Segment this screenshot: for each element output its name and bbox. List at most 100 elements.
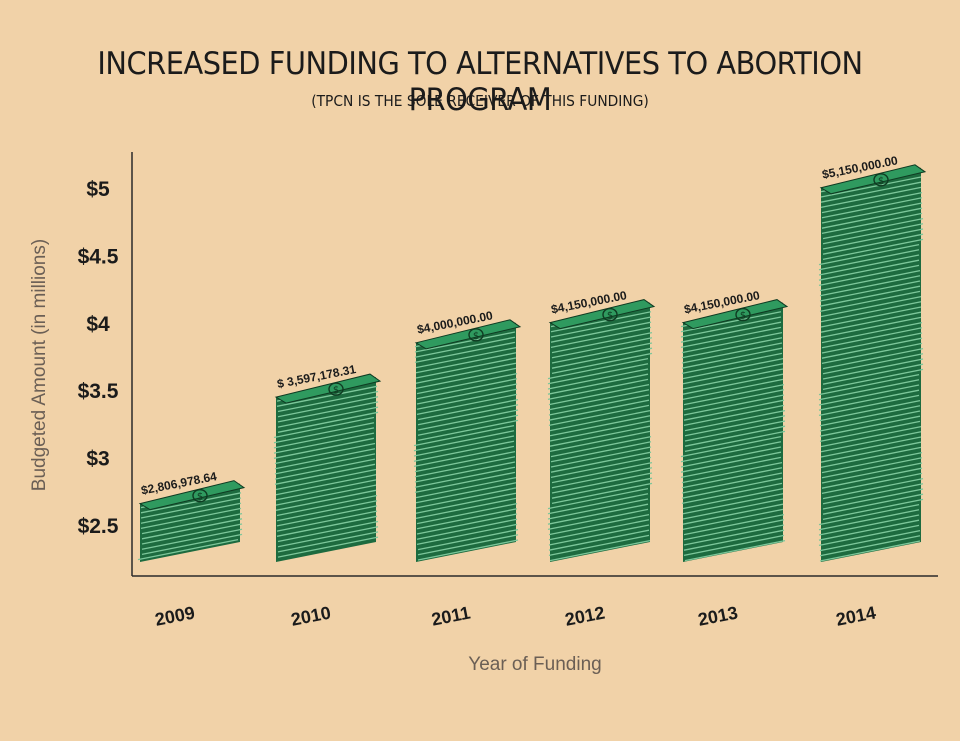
bill-edge	[549, 539, 651, 562]
bill-edge	[818, 249, 920, 271]
bill-edge	[548, 399, 650, 421]
bill-edge	[277, 520, 379, 543]
bill-edge	[415, 476, 517, 499]
bill-edge	[822, 488, 924, 510]
bill-edge	[682, 498, 784, 520]
bill-edge	[416, 383, 518, 405]
bill-edge	[818, 254, 920, 276]
bill-edge	[683, 394, 785, 416]
bill-edge	[141, 523, 243, 545]
bill-edge	[274, 463, 376, 485]
bill-edge	[417, 539, 519, 561]
bill-edge	[140, 502, 242, 524]
bill-edge	[822, 223, 924, 245]
dollar-icon-ring	[873, 173, 889, 187]
bill-edge	[551, 477, 653, 499]
bill-edge	[818, 389, 920, 411]
bill-edge	[277, 411, 379, 433]
bill-edge	[274, 448, 376, 470]
bill-edge	[415, 497, 517, 520]
bill-edge	[681, 331, 783, 354]
dollar-icon: $	[192, 488, 208, 503]
bill-edge	[682, 508, 784, 531]
top-bill	[548, 299, 656, 330]
bill-edge	[550, 321, 652, 343]
bill-edge	[415, 367, 517, 390]
bill-edge	[551, 461, 653, 484]
bill-edge	[681, 352, 783, 375]
dollar-icon: $	[328, 382, 344, 396]
bill-edge	[417, 534, 519, 556]
bill-edge	[273, 427, 375, 449]
bill-edge	[818, 384, 920, 406]
bill-edge	[683, 519, 785, 541]
dollar-icon-ring	[328, 382, 344, 396]
bill-edge	[548, 529, 650, 551]
bill-edge	[416, 393, 518, 416]
bill-edge	[822, 217, 924, 240]
bill-edge	[682, 363, 784, 385]
bill-edge	[684, 425, 786, 447]
dollar-icon-glyph: $	[473, 331, 479, 342]
bill-edge	[547, 373, 649, 395]
bill-stack-body	[550, 302, 650, 562]
bill-edge	[819, 420, 921, 443]
bill-edge	[551, 352, 653, 375]
bill-edge	[682, 368, 784, 390]
bill-edge	[551, 467, 653, 489]
bar-2010: $$ 3,597,178.31	[273, 362, 382, 562]
bill-edge	[140, 507, 242, 530]
bill-edge	[819, 529, 921, 552]
bar-2009: $$2,806,978.64	[137, 469, 246, 562]
bill-edge	[276, 494, 378, 517]
y-tick-label: $2.5	[78, 515, 119, 538]
bill-edge	[550, 326, 652, 349]
bill-edge	[820, 306, 922, 328]
bill-edge	[548, 404, 650, 427]
bill-edge	[137, 538, 239, 561]
bill-edge	[818, 264, 920, 287]
bill-edge	[684, 415, 786, 437]
bill-edge	[277, 396, 379, 418]
bill-edge	[547, 357, 649, 380]
bill-edge	[682, 373, 784, 395]
bill-edge	[822, 483, 924, 505]
bill-edge	[413, 430, 515, 452]
bill-edge	[819, 415, 921, 437]
bill-edge	[547, 363, 649, 385]
bill-edge	[683, 529, 785, 551]
bill-edge	[548, 394, 650, 416]
bill-edge	[821, 472, 923, 495]
bill-edge	[416, 388, 518, 410]
bill-edge	[680, 441, 782, 463]
bill-edge	[820, 295, 922, 318]
bill-edge	[417, 404, 519, 426]
bill-edge	[681, 472, 783, 494]
bill-edge	[683, 383, 785, 406]
bar-2014: $$5,150,000.00	[818, 153, 927, 562]
bill-edge	[415, 346, 517, 369]
bill-edge	[819, 535, 921, 557]
bill-edge	[275, 484, 377, 506]
dollar-icon-glyph: $	[740, 311, 746, 322]
bill-edge	[681, 467, 783, 489]
bill-edge	[413, 440, 515, 462]
bill-edge	[684, 539, 786, 562]
bill-edge	[819, 540, 921, 562]
bill-edge	[819, 410, 921, 432]
bill-edge	[547, 368, 649, 390]
bill-edge	[819, 285, 921, 307]
chart-subtitle: (TPCN IS THE SOLE RECEIVER OF THIS FUNDI…	[311, 92, 649, 110]
axes	[131, 152, 938, 577]
bill-edge	[548, 534, 650, 557]
dollar-icon-ring	[602, 307, 618, 322]
bill-edge	[276, 510, 378, 532]
bill-edge	[821, 467, 923, 489]
bill-edge	[547, 378, 649, 401]
x-tick-labels: 2009 2010 2011 2012 2013 2014	[153, 602, 877, 629]
bill-edge	[822, 498, 924, 521]
bill-edge	[549, 425, 651, 447]
bill-edge	[417, 419, 519, 442]
bill-edge	[680, 316, 782, 338]
bill-edge	[682, 487, 784, 510]
